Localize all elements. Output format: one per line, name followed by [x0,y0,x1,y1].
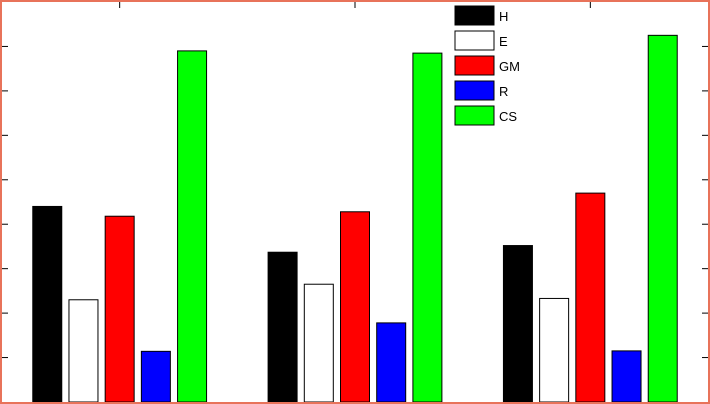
bar-h-group-2 [267,251,298,402]
legend-label-h: H [499,9,508,24]
bar-gm-group-2 [340,211,370,402]
legend-label-gm: GM [499,59,520,74]
legend-label-r: R [499,84,508,99]
legend-swatch-h [454,5,495,26]
legend: HE GM R CS [448,2,538,126]
legend-swatch-gm [454,55,495,76]
legend-label-e: E [499,34,508,49]
bar-cs-group-2 [412,52,443,402]
bar-e-group-1 [68,299,99,402]
bar-h-group-3 [502,245,533,402]
bar-gm-group-3 [575,192,606,402]
bars-group [32,34,678,402]
bar-cs-group-1 [177,50,208,402]
axis-ticks [2,2,708,359]
bar-cs-group-3 [647,34,678,402]
legend-swatch-cs [454,105,495,126]
bar-r-group-2 [376,322,407,402]
bar-h-group-1 [32,205,63,402]
bar-e-group-3 [539,297,570,402]
bar-r-group-3 [611,350,642,402]
bar-r-group-1 [140,350,171,402]
legend-label-cs: CS [499,109,517,124]
bar-gm-group-1 [104,215,135,402]
legend-swatch-r [454,80,495,101]
legend-swatch-e [454,30,495,51]
bar-e-group-2 [303,283,334,402]
